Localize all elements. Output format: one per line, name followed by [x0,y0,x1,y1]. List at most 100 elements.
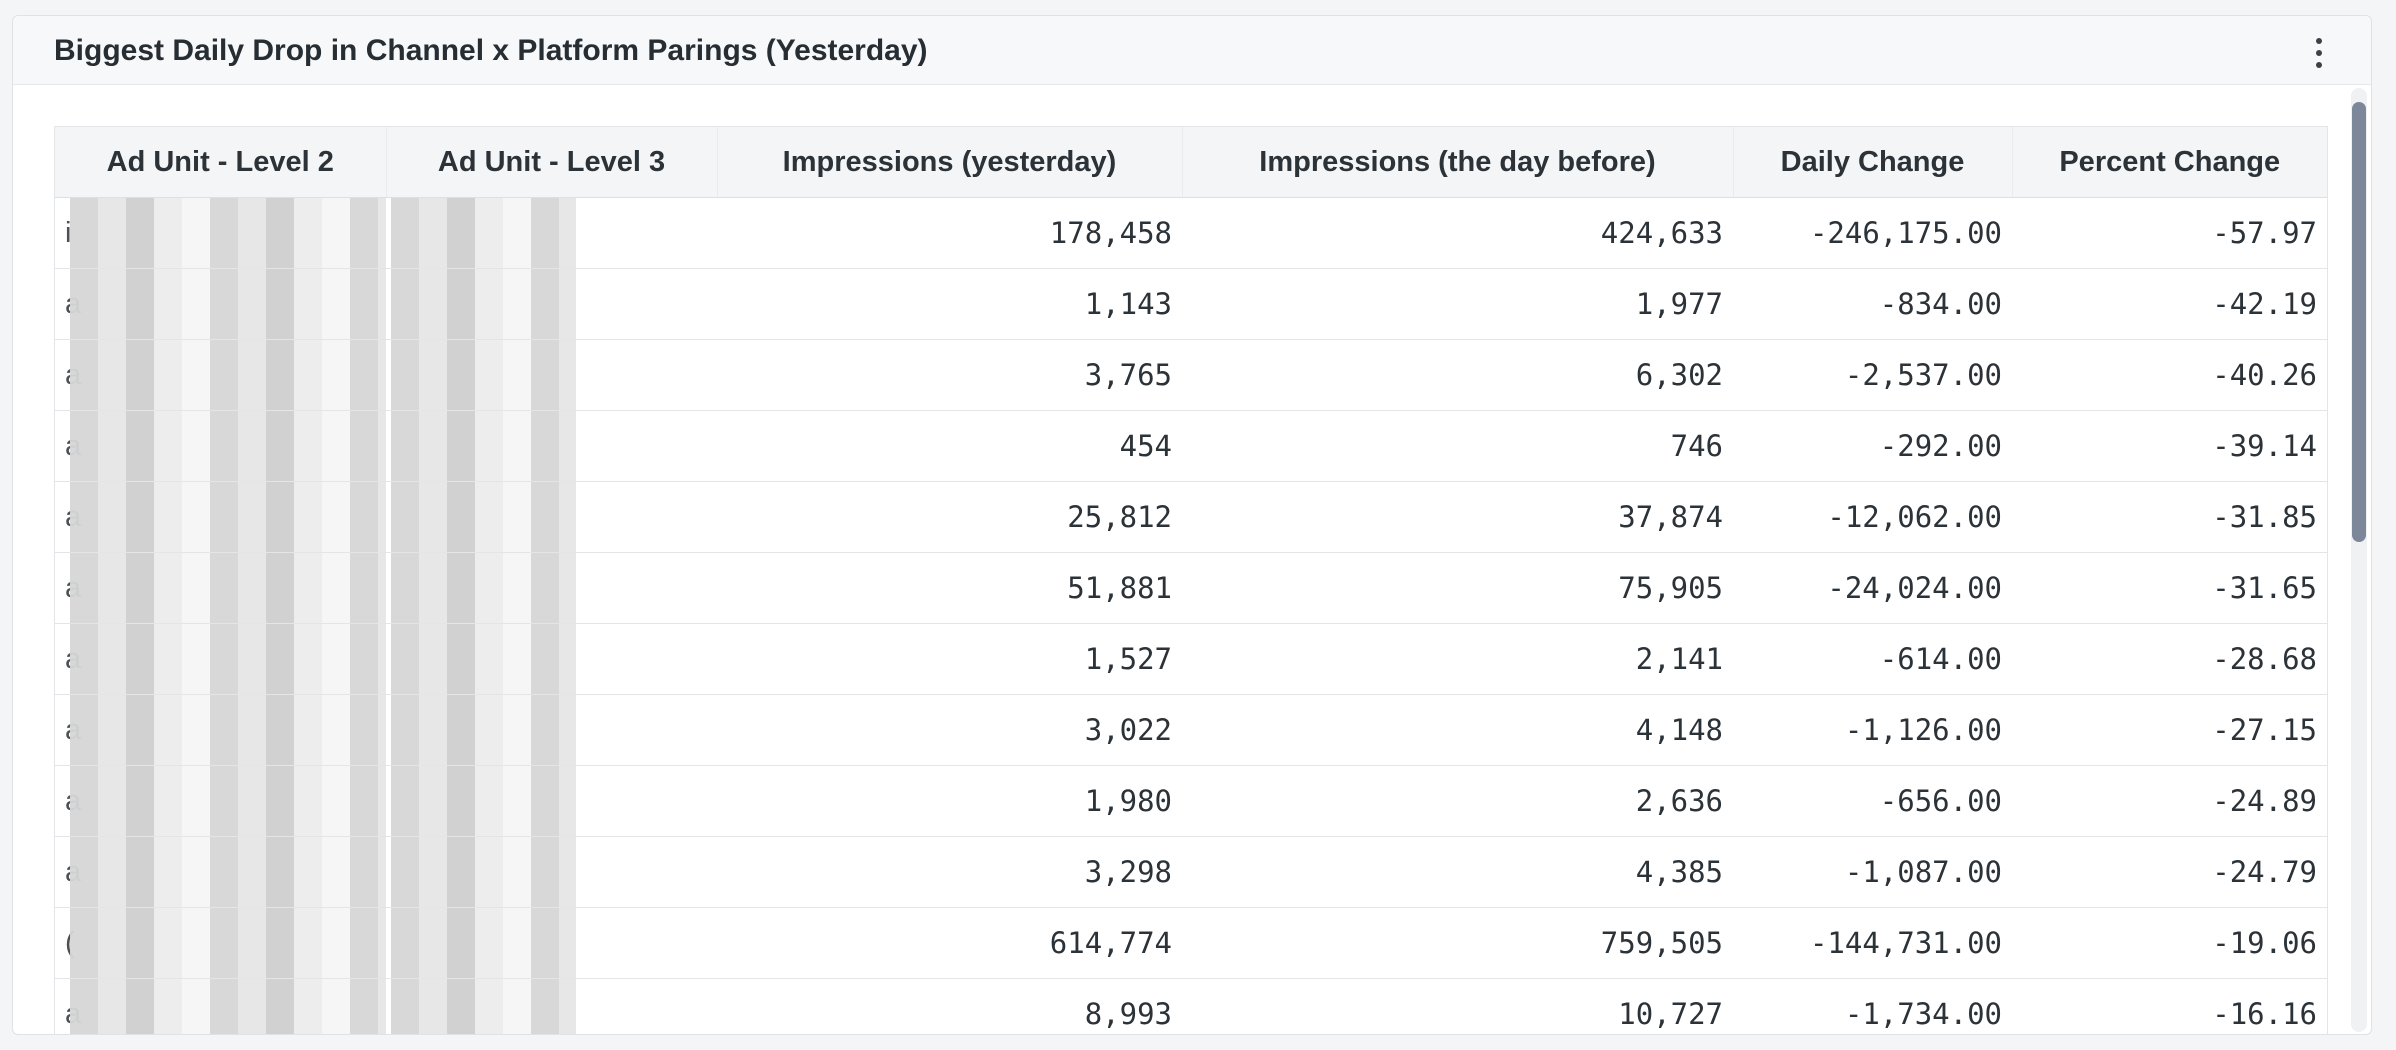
cell-percent-change: -19.06 [2012,907,2327,979]
cell-impressions-yesterday: 25,812 [717,481,1182,553]
vertical-scrollbar[interactable] [2351,88,2367,1032]
cell-ad-unit-level-3 [386,552,717,624]
redacted-value [70,695,386,765]
cell-impressions-yesterday: 51,881 [717,552,1182,624]
scrollbar-thumb[interactable] [2352,102,2366,542]
cell-impressions-day-before: 746 [1182,410,1733,482]
redacted-value [70,553,386,623]
cell-percent-change: -28.68 [2012,623,2327,695]
cell-daily-change: -1,087.00 [1733,836,2012,908]
cell-ad-unit-level-2: i [55,197,386,269]
cell-impressions-yesterday: 1,980 [717,765,1182,837]
cell-daily-change: -292.00 [1733,410,2012,482]
cell-ad-unit-level-2: ( [55,907,386,979]
cell-daily-change: -614.00 [1733,623,2012,695]
redacted-value [70,837,386,907]
kebab-menu-icon[interactable] [2307,36,2331,70]
cell-ad-unit-level-3 [386,623,717,695]
cell-impressions-day-before: 1,977 [1182,268,1733,340]
cell-ad-unit-level-2: a [55,623,386,695]
redacted-value [70,198,386,268]
cell-daily-change: -246,175.00 [1733,197,2012,269]
cell-ad-unit-level-2: a [55,836,386,908]
column-header-daily-change[interactable]: Daily Change [1732,127,2012,198]
tile-title: Biggest Daily Drop in Channel x Platform… [54,34,928,67]
cell-ad-unit-level-3 [386,765,717,837]
redacted-value [391,482,576,552]
redacted-value [70,411,386,481]
cell-ad-unit-level-3 [386,481,717,553]
redacted-value [391,695,576,765]
cell-impressions-yesterday: 614,774 [717,907,1182,979]
cell-daily-change: -1,126.00 [1733,694,2012,766]
column-header-ad-unit-level-3[interactable]: Ad Unit - Level 3 [385,127,717,198]
cell-ad-unit-level-2: a [55,694,386,766]
cell-impressions-yesterday: 1,527 [717,623,1182,695]
cell-percent-change: -16.16 [2012,978,2327,1034]
cell-impressions-yesterday: 3,765 [717,339,1182,411]
cell-ad-unit-level-3 [386,978,717,1034]
cell-ad-unit-level-2: a [55,339,386,411]
cell-ad-unit-level-3 [386,197,717,269]
cell-impressions-yesterday: 1,143 [717,268,1182,340]
redacted-value [391,553,576,623]
cell-percent-change: -24.89 [2012,765,2327,837]
redacted-value [391,979,576,1034]
cell-ad-unit-level-2: a [55,765,386,837]
cell-ad-unit-level-3 [386,339,717,411]
cell-percent-change: -31.65 [2012,552,2327,624]
cell-ad-unit-level-2: a [55,552,386,624]
cell-ad-unit-level-3 [386,907,717,979]
cell-daily-change: -1,734.00 [1733,978,2012,1034]
cell-impressions-day-before: 4,148 [1182,694,1733,766]
redacted-value [391,411,576,481]
cell-percent-change: -57.97 [2012,197,2327,269]
redacted-value [70,908,386,978]
cell-impressions-day-before: 10,727 [1182,978,1733,1034]
table-header-row: Ad Unit - Level 2 Ad Unit - Level 3 Impr… [55,127,2327,198]
cell-ad-unit-level-2: a [55,268,386,340]
column-header-impressions-day-before[interactable]: Impressions (the day before) [1181,127,1733,198]
cell-impressions-day-before: 6,302 [1182,339,1733,411]
dashboard-tile: Biggest Daily Drop in Channel x Platform… [12,15,2372,1035]
cell-ad-unit-level-2: a [55,410,386,482]
results-table: Ad Unit - Level 2 Ad Unit - Level 3 Impr… [55,127,2327,1034]
table-body: i178,458424,633-246,175.00-57.97a1,1431,… [55,197,2327,1034]
cell-daily-change: -12,062.00 [1733,481,2012,553]
column-header-percent-change[interactable]: Percent Change [2011,127,2327,198]
cell-ad-unit-level-2: a [55,481,386,553]
table-row: i 178,458 424,633 -246,175.00 -57.97 [55,197,2327,269]
cell-daily-change: -834.00 [1733,268,2012,340]
redacted-value [391,624,576,694]
cell-impressions-day-before: 759,505 [1182,907,1733,979]
redacted-value [70,979,386,1034]
cell-ad-unit-level-3 [386,268,717,340]
cell-impressions-yesterday: 454 [717,410,1182,482]
cell-impressions-yesterday: 178,458 [717,197,1182,269]
redacted-value [391,908,576,978]
cell-impressions-day-before: 37,874 [1182,481,1733,553]
tile-header: Biggest Daily Drop in Channel x Platform… [13,16,2371,85]
cell-ad-unit-level-3 [386,410,717,482]
redacted-value [70,482,386,552]
column-header-ad-unit-level-2[interactable]: Ad Unit - Level 2 [55,127,386,198]
cell-text: ( [65,927,75,959]
cell-impressions-day-before: 2,141 [1182,623,1733,695]
cell-daily-change: -656.00 [1733,765,2012,837]
redacted-value [391,198,576,268]
column-header-impressions-yesterday[interactable]: Impressions (yesterday) [716,127,1182,198]
cell-percent-change: -40.26 [2012,339,2327,411]
redacted-value [391,340,576,410]
redacted-value [391,766,576,836]
